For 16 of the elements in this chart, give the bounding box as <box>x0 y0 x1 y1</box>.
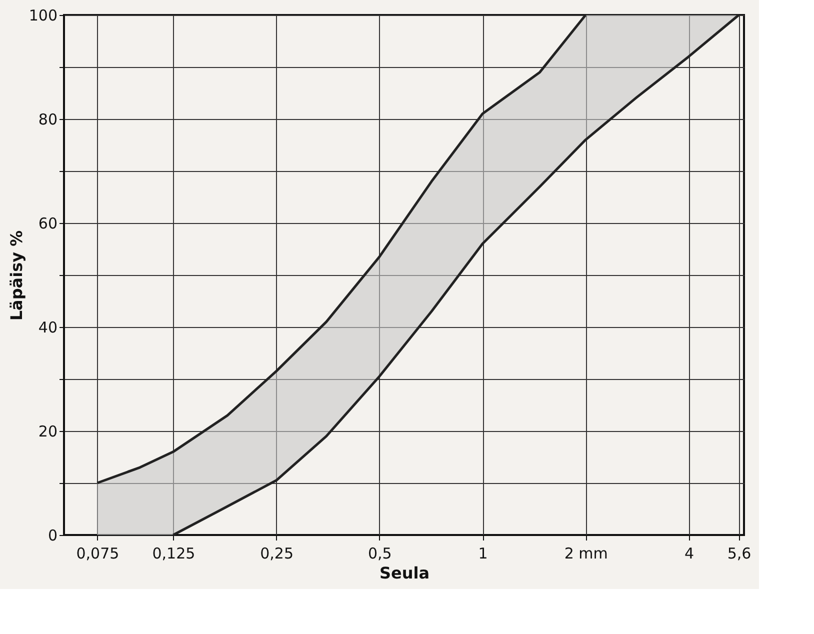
x-tick-label: 0,075 <box>76 544 120 562</box>
x-tick-label: 1 <box>478 544 488 562</box>
x-tick-label: 0,5 <box>368 544 392 562</box>
x-tick-label: 5,6 <box>727 544 752 562</box>
y-tick-label: 0 <box>48 526 58 544</box>
x-tick-label: 0,125 <box>152 544 196 562</box>
x-tick-label: 2 mm <box>564 544 608 562</box>
x-tick-label: 4 <box>684 544 694 562</box>
y-tick-label: 40 <box>38 318 58 336</box>
y-tick-label: 60 <box>38 214 58 232</box>
x-tick-label: 0,25 <box>260 544 294 562</box>
y-tick-label: 80 <box>38 110 58 128</box>
y-axis-title: Läpäisy % <box>6 230 26 321</box>
y-tick-label: 20 <box>38 422 58 440</box>
x-axis-title: Seula <box>379 564 430 582</box>
y-tick-label: 100 <box>28 6 58 24</box>
